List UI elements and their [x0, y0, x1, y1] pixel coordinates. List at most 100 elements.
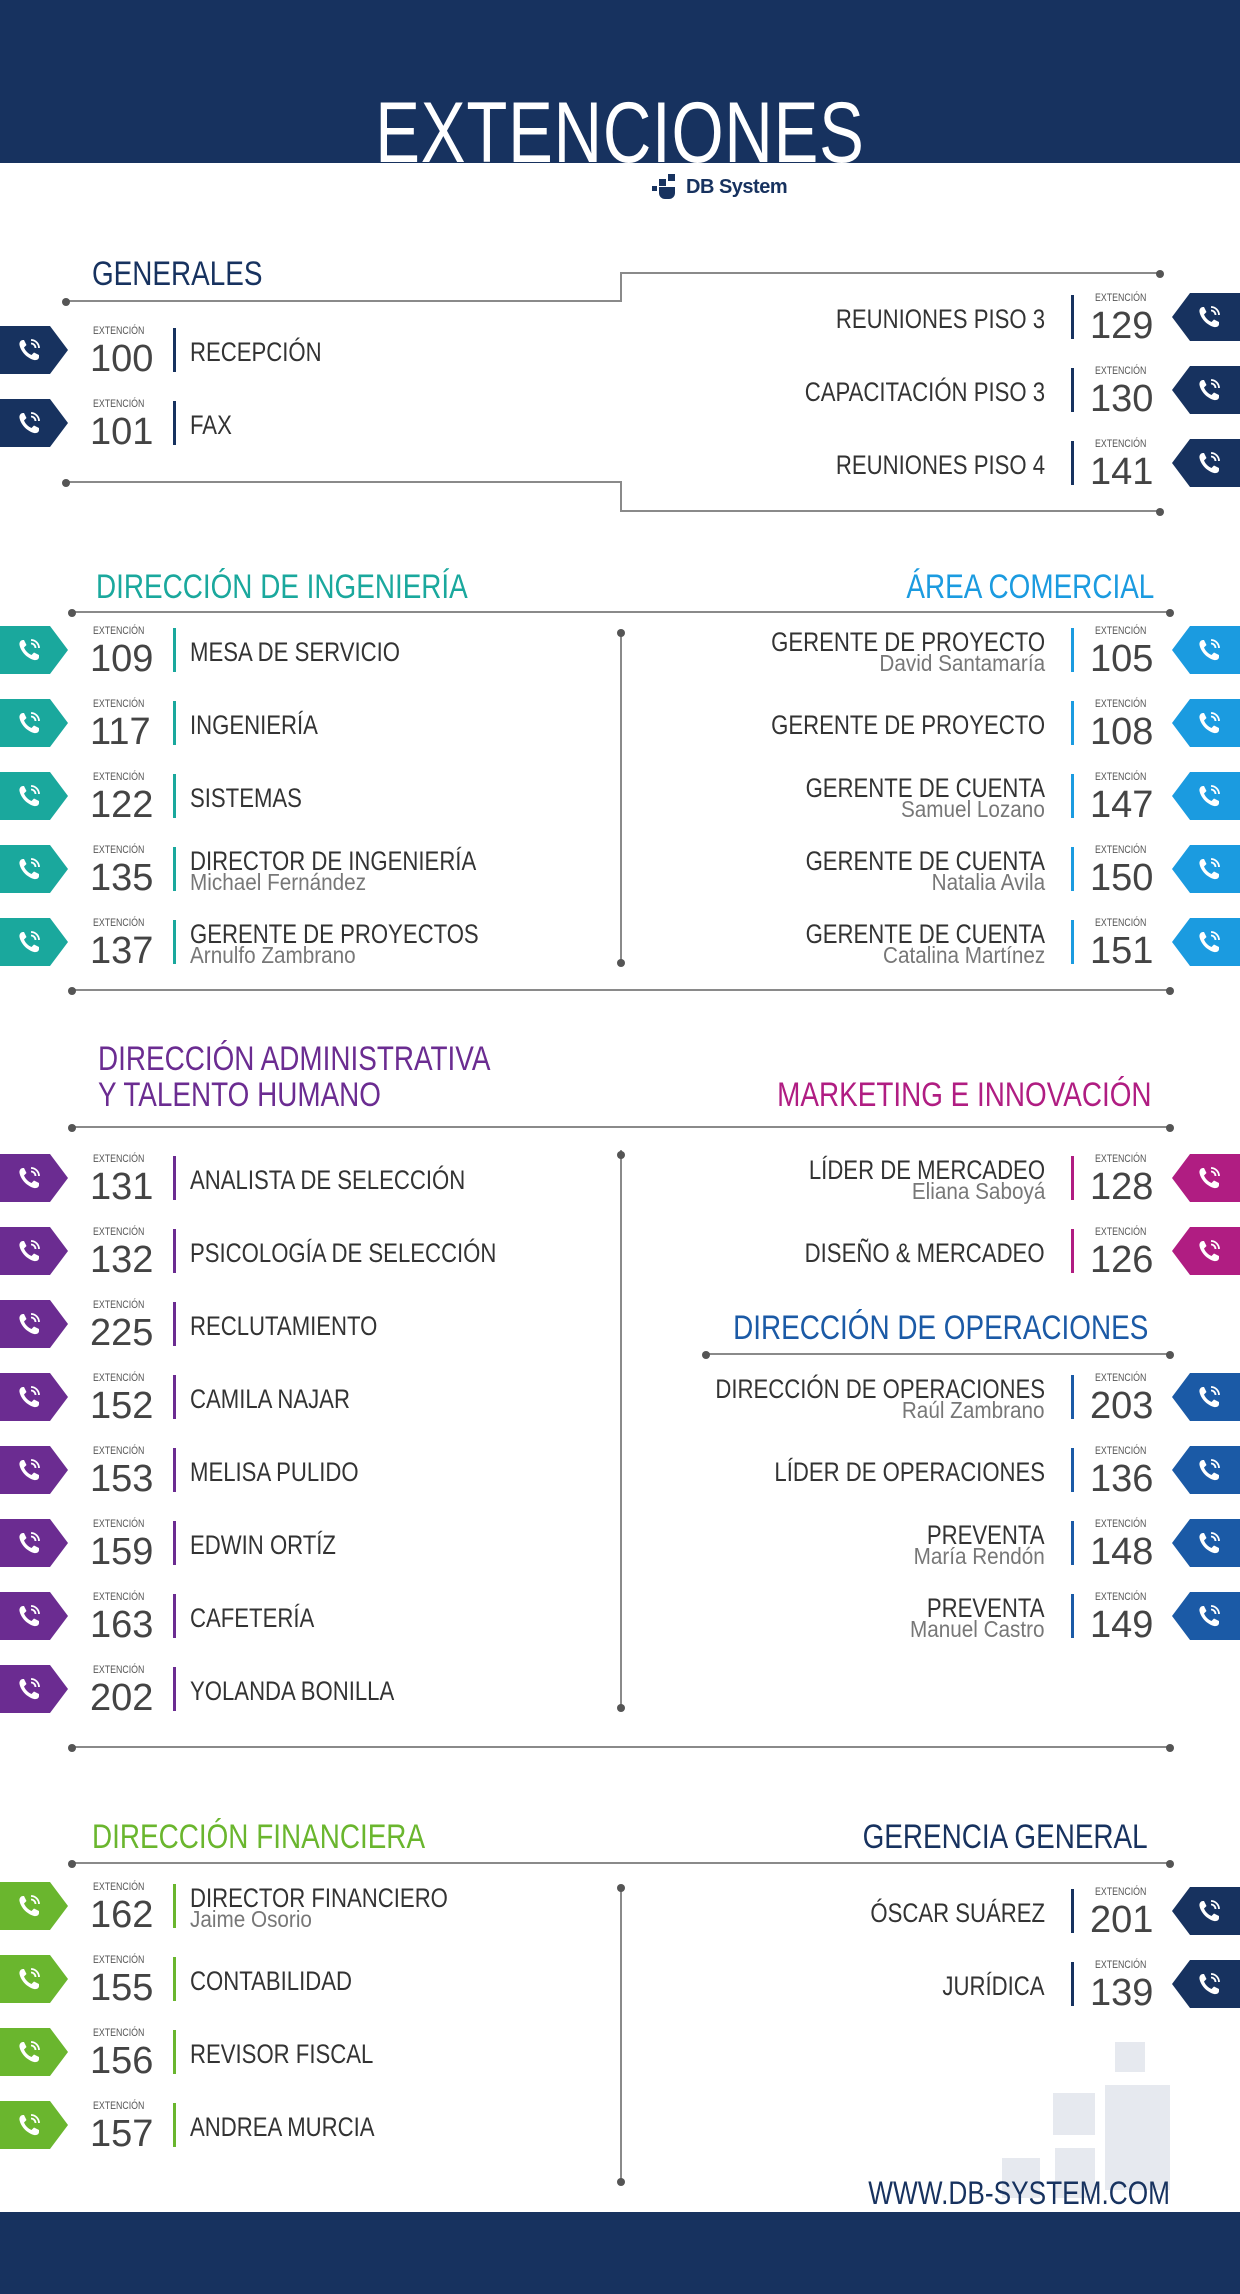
phone-tab[interactable]	[1172, 1960, 1240, 2008]
extension-caption: EXTENCIÓN	[93, 698, 145, 710]
phone-tab[interactable]	[0, 918, 68, 966]
phone-icon	[1172, 1154, 1240, 1202]
phone-tab[interactable]	[0, 1882, 68, 1930]
extension-number[interactable]: 100	[90, 338, 154, 380]
extension-number[interactable]: 109	[90, 638, 154, 680]
phone-tab[interactable]	[0, 2101, 68, 2149]
phone-tab[interactable]	[0, 1665, 68, 1713]
extension-number[interactable]: 147	[1090, 784, 1154, 826]
extension-number[interactable]: 122	[90, 784, 154, 826]
extension-caption: EXTENCIÓN	[93, 771, 145, 783]
extension-number[interactable]: 137	[90, 930, 154, 972]
phone-tab[interactable]	[1172, 1446, 1240, 1494]
extension-number[interactable]: 105	[1090, 638, 1154, 680]
extension-number[interactable]: 135	[90, 857, 154, 899]
phone-tab[interactable]	[1172, 772, 1240, 820]
extension-number[interactable]: 108	[1090, 711, 1154, 753]
phone-tab[interactable]	[0, 1300, 68, 1348]
extension-number[interactable]: 159	[90, 1531, 154, 1573]
extension-number[interactable]: 202	[90, 1677, 154, 1719]
extension-number[interactable]: 139	[1090, 1972, 1154, 2014]
phone-tab[interactable]	[1172, 1519, 1240, 1567]
extension-caption: EXTENCIÓN	[93, 1445, 145, 1457]
phone-tab[interactable]	[1172, 699, 1240, 747]
phone-tab[interactable]	[1172, 1592, 1240, 1640]
extension-number[interactable]: 155	[90, 1967, 154, 2009]
phone-tab[interactable]	[0, 399, 68, 447]
extension-label: CONTABILIDAD	[190, 1966, 352, 1996]
phone-tab[interactable]	[0, 772, 68, 820]
extension-number[interactable]: 126	[1090, 1239, 1154, 1281]
phone-tab[interactable]	[0, 2028, 68, 2076]
extension-caption: EXTENCIÓN	[1095, 1886, 1147, 1898]
extension-number[interactable]: 148	[1090, 1531, 1154, 1573]
phone-tab[interactable]	[1172, 626, 1240, 674]
extension-number[interactable]: 149	[1090, 1604, 1154, 1646]
decor-square	[1055, 2148, 1095, 2198]
extension-caption: EXTENCIÓN	[93, 325, 145, 337]
phone-tab[interactable]	[1172, 918, 1240, 966]
divider-line	[72, 989, 1170, 991]
divider-dot	[1166, 1124, 1174, 1132]
extension-number[interactable]: 141	[1090, 451, 1154, 493]
extension-caption: EXTENCIÓN	[1095, 438, 1147, 450]
phone-tab[interactable]	[1172, 1887, 1240, 1935]
accent-bar	[1071, 1229, 1074, 1273]
phone-tab[interactable]	[0, 845, 68, 893]
extension-number[interactable]: 156	[90, 2040, 154, 2082]
extension-number[interactable]: 130	[1090, 378, 1154, 420]
extension-number[interactable]: 132	[90, 1239, 154, 1281]
extension-number[interactable]: 150	[1090, 857, 1154, 899]
phone-tab[interactable]	[0, 626, 68, 674]
extension-number[interactable]: 151	[1090, 930, 1154, 972]
accent-bar	[173, 1594, 176, 1638]
phone-icon	[1172, 439, 1240, 487]
decor-square	[1002, 2158, 1040, 2198]
accent-bar	[173, 774, 176, 818]
phone-tab[interactable]	[0, 1154, 68, 1202]
accent-bar	[1071, 1448, 1074, 1492]
phone-tab[interactable]	[1172, 293, 1240, 341]
phone-tab[interactable]	[1172, 845, 1240, 893]
phone-tab[interactable]	[1172, 1373, 1240, 1421]
section-title: MARKETING E INNOVACIÓN	[777, 1076, 1152, 1114]
extension-caption: EXTENCIÓN	[93, 1591, 145, 1603]
extension-number[interactable]: 131	[90, 1166, 154, 1208]
accent-bar	[1071, 920, 1074, 964]
phone-tab[interactable]	[0, 699, 68, 747]
extension-number[interactable]: 101	[90, 411, 154, 453]
phone-tab[interactable]	[0, 1227, 68, 1275]
phone-tab[interactable]	[0, 326, 68, 374]
person-name: Manuel Castro	[910, 1616, 1045, 1642]
extension-number[interactable]: 162	[90, 1894, 154, 1936]
extension-caption: EXTENCIÓN	[1095, 698, 1147, 710]
extension-number[interactable]: 157	[90, 2113, 154, 2155]
phone-tab[interactable]	[0, 1592, 68, 1640]
extension-number[interactable]: 152	[90, 1385, 154, 1427]
extension-caption: EXTENCIÓN	[1095, 771, 1147, 783]
phone-tab[interactable]	[1172, 1227, 1240, 1275]
person-name: David Santamaría	[879, 650, 1045, 676]
extension-caption: EXTENCIÓN	[93, 844, 145, 856]
website-url[interactable]: WWW.DB-SYSTEM.COM	[868, 2175, 1170, 2211]
extension-number[interactable]: 136	[1090, 1458, 1154, 1500]
phone-tab[interactable]	[0, 1446, 68, 1494]
phone-tab[interactable]	[1172, 1154, 1240, 1202]
extension-caption: EXTENCIÓN	[93, 2027, 145, 2039]
accent-bar	[173, 1448, 176, 1492]
phone-tab[interactable]	[0, 1955, 68, 2003]
extension-number[interactable]: 225	[90, 1312, 154, 1354]
extension-number[interactable]: 203	[1090, 1385, 1154, 1427]
extension-number[interactable]: 163	[90, 1604, 154, 1646]
extension-number[interactable]: 128	[1090, 1166, 1154, 1208]
extension-number[interactable]: 129	[1090, 305, 1154, 347]
accent-bar	[173, 1229, 176, 1273]
extension-label: GERENTE DE PROYECTOS	[190, 919, 479, 949]
phone-tab[interactable]	[1172, 439, 1240, 487]
phone-tab[interactable]	[0, 1373, 68, 1421]
phone-tab[interactable]	[0, 1519, 68, 1567]
phone-tab[interactable]	[1172, 366, 1240, 414]
extension-number[interactable]: 201	[1090, 1899, 1154, 1941]
extension-number[interactable]: 117	[90, 711, 151, 753]
extension-number[interactable]: 153	[90, 1458, 154, 1500]
